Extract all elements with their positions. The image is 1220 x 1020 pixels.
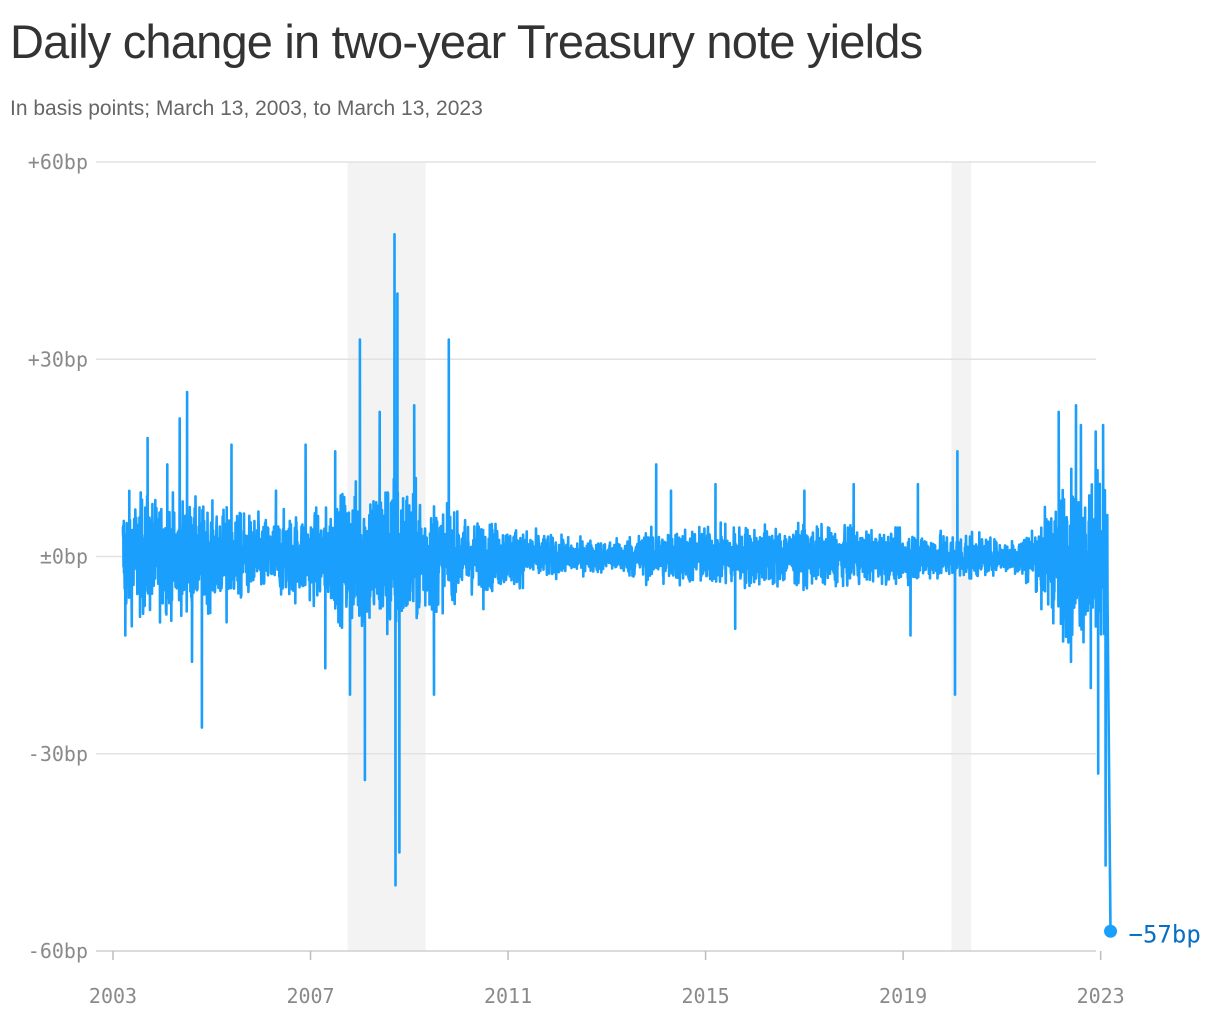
x-tick-label: 2023: [1077, 984, 1125, 1008]
x-tick-label: 2007: [286, 984, 334, 1008]
chart-subtitle: In basis points; March 13, 2003, to Marc…: [10, 97, 483, 120]
y-tick-label: -30bp: [28, 742, 88, 766]
end-point-marker: [1104, 924, 1118, 938]
y-tick-label: -60bp: [28, 939, 88, 963]
y-tick-label: ±0bp: [40, 545, 88, 569]
chart-title: Daily change in two-year Treasury note y…: [10, 15, 923, 68]
x-tick-label: 2011: [484, 984, 532, 1008]
end-marker-group: −57bp: [1104, 920, 1201, 948]
x-axis-ticks: 2003 2007 2011 2015 2019 2023: [89, 951, 1125, 1008]
series-line: [121, 233, 1112, 932]
x-tick-label: 2015: [682, 984, 730, 1008]
y-axis-ticks: +60bp +30bp ±0bp -30bp -60bp: [28, 150, 88, 963]
y-tick-label: +30bp: [28, 347, 88, 371]
series-group: [121, 233, 1112, 932]
x-tick-label: 2003: [89, 984, 137, 1008]
y-tick-label: +60bp: [28, 150, 88, 174]
end-point-label: −57bp: [1129, 920, 1201, 948]
x-tick-label: 2019: [879, 984, 927, 1008]
